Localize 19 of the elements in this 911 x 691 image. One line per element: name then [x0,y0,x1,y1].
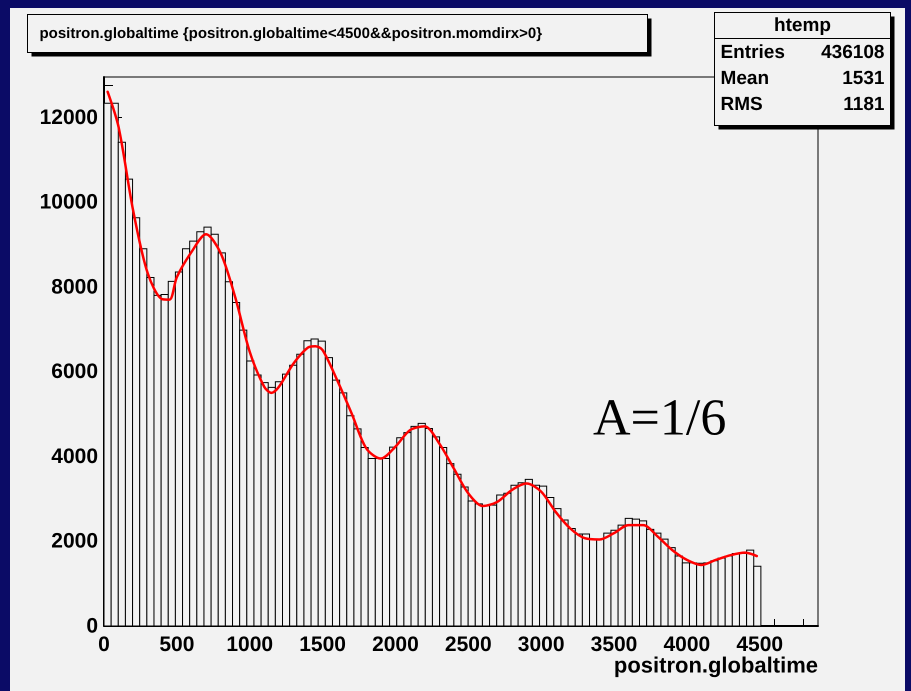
y-tick-label: 2000 [51,530,98,553]
y-tick-label: 0 [86,614,98,638]
text: Entries 436108 [720,42,884,63]
text: htemp [774,15,831,36]
y-tick-label: 12000 [40,106,98,129]
y-tick-label: 6000 [51,360,98,384]
y-tick-label: 10000 [40,190,98,214]
x-tick-label: 1500 [299,633,346,656]
x-tick-label: 2000 [372,633,419,656]
x-tick-label: 1000 [226,633,274,656]
text: Mean 1531 [720,68,884,89]
annotation: A=1/6 [593,390,726,446]
x-tick-label: 2500 [444,633,492,656]
chart-title: positron.globaltime {positron.globaltime<4500&&positron.momdirx>0} [40,25,542,42]
x-tick-label: 3000 [518,633,564,656]
y-tick-label: 4000 [51,444,98,468]
y-tick-label: 8000 [51,275,98,298]
x-tick-label: 500 [159,633,194,656]
text: RMS 1181 [720,94,884,115]
